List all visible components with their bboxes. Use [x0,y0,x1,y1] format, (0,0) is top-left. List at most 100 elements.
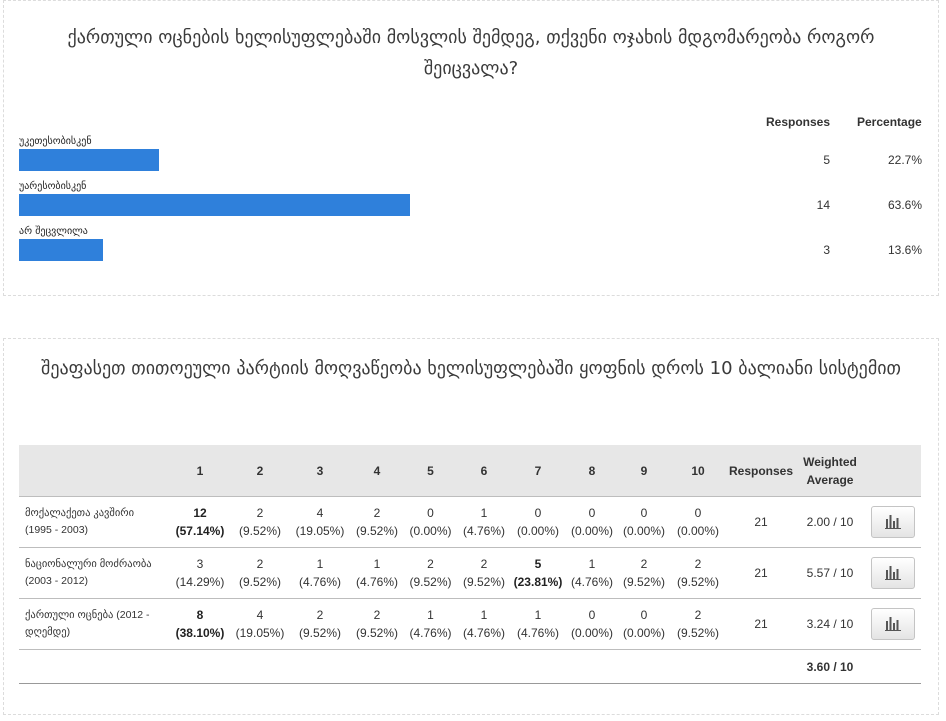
matrix-footer-row: 3.60 / 10 [19,649,921,684]
rating-cell: 0 (0.00%) [566,496,618,548]
rating-count: 2 [480,557,488,571]
rating-percentage: (9.52%) [298,626,342,640]
rating-cell: 0 (0.00%) [618,598,670,650]
bar-chart-icon [884,566,901,580]
rating-count: 1 [480,608,488,622]
rating-percentage: (4.76%) [298,575,342,589]
row-label-header [19,445,169,497]
rating-count: 5 [534,557,542,571]
rating-percentage: (9.52%) [238,575,282,589]
view-chart-button[interactable] [870,506,915,538]
overall-weighted-average: 3.60 / 10 [796,649,864,684]
question-title: ქართული ოცნების ხელისუფლებაში მოსვლის შე… [67,27,875,79]
rating-percentage: (14.29%) [175,575,225,589]
rating-percentage: (9.52%) [409,575,452,589]
party-name: მოქალაქეთა კავშირი [25,507,135,519]
answer-row: უარესობისკენ 14 63.6% [4,181,938,226]
row-responses: 21 [726,547,796,599]
rating-cell: 4 (19.05%) [231,598,289,650]
answer-count: 3 [823,243,830,257]
matrix-row: ნაციონალური მოძრაობა (2003 - 2012) 3 (14.… [19,547,921,599]
party-label: ნაციონალური მოძრაობა (2003 - 2012) [19,547,169,599]
scale-header: 6 [458,445,510,497]
rating-count: 1 [534,608,542,622]
weighted-header-line1: Weighted [803,454,857,469]
rating-percentage: (0.00%) [676,524,720,538]
answer-percentage: 13.6% [887,243,922,257]
rating-cell: 1 (4.76%) [458,496,510,548]
rating-count: 8 [196,608,204,622]
rating-percentage: (9.52%) [676,575,720,589]
row-responses: 21 [726,496,796,548]
rating-cell: 1 (4.76%) [458,598,510,650]
rating-count: 2 [316,608,324,622]
rating-cell: 1 (4.76%) [403,598,458,650]
weighted-average-header: Weighted Average [796,445,864,497]
rating-cell: 8 (38.10%) [169,598,231,650]
party-period: დღემდე) [25,626,71,638]
rating-cell: 2 (9.52%) [403,547,458,599]
rating-count: 1 [373,557,381,571]
rating-cell: 12 (57.14%) [169,496,231,548]
rating-matrix-table: 1 2 3 4 5 6 7 8 9 10 Responses Weighted … [19,445,921,684]
rating-count: 0 [427,506,434,520]
party-period: (2003 - 2012) [25,575,89,587]
scale-header: 9 [618,445,670,497]
rating-count: 4 [256,608,264,622]
rating-percentage: (9.52%) [355,626,399,640]
matrix-header-row: 1 2 3 4 5 6 7 8 9 10 Responses Weighted … [19,445,921,497]
matrix-row: ქართული ოცნება (2012 - დღემდე) 8 (38.10%)… [19,598,921,650]
rating-cell: 0 (0.00%) [618,496,670,548]
rating-percentage: (19.05%) [295,524,345,538]
answer-percentage: 22.7% [887,153,922,167]
matrix-row: მოქალაქეთა კავშირი (1995 - 2003) 12 (57.1… [19,496,921,548]
rating-count: 0 [534,506,542,520]
bar-chart-icon [884,617,901,631]
scale-header: 4 [351,445,403,497]
party-label: ქართული ოცნება (2012 - დღემდე) [19,598,169,650]
rating-percentage: (4.76%) [462,626,506,640]
rating-count: 0 [588,506,596,520]
rating-count: 2 [256,506,264,520]
rating-percentage: (9.52%) [355,524,399,538]
rating-cell: 1 (4.76%) [289,547,351,599]
rating-count: 1 [588,557,596,571]
responses-column-header: Responses [726,445,796,497]
rating-percentage: (57.14%) [175,524,225,538]
rating-count: 2 [427,557,434,571]
view-chart-button[interactable] [870,608,915,640]
rating-cell: 0 (0.00%) [403,496,458,548]
party-period: (1995 - 2003) [25,524,89,536]
rating-percentage: (0.00%) [409,524,452,538]
weighted-header-line2: Average [806,472,854,487]
rating-cell: 2 (9.52%) [458,547,510,599]
scale-header: 10 [670,445,726,497]
rating-cell: 0 (0.00%) [566,598,618,650]
bar-chart-icon [884,515,901,529]
rating-cell: 2 (9.52%) [231,547,289,599]
row-weighted-average: 5.57 / 10 [796,547,864,599]
rating-percentage: (0.00%) [516,524,560,538]
rating-percentage: (9.52%) [676,626,720,640]
rating-percentage: (4.76%) [409,626,452,640]
rating-percentage: (9.52%) [238,524,282,538]
rating-count: 0 [640,608,648,622]
rating-cell: 3 (14.29%) [169,547,231,599]
answer-label: უკეთესობისკენ [19,136,92,147]
rating-cell: 2 (9.52%) [618,547,670,599]
rating-cell: 0 (0.00%) [510,496,566,548]
party-name: ქართული ოცნება (2012 - [25,609,150,621]
view-chart-button[interactable] [870,557,915,589]
rating-percentage: (0.00%) [622,626,666,640]
rating-percentage: (4.76%) [516,626,560,640]
answer-bar [19,239,103,261]
rating-cell: 2 (9.52%) [670,598,726,650]
scale-header: 8 [566,445,618,497]
rating-cell: 2 (9.52%) [351,598,403,650]
rating-percentage: (4.76%) [462,524,506,538]
row-weighted-average: 2.00 / 10 [796,496,864,548]
party-name: ნაციონალური მოძრაობა [25,558,152,570]
party-label: მოქალაქეთა კავშირი (1995 - 2003) [19,496,169,548]
scale-header: 2 [231,445,289,497]
rating-cell: 1 (4.76%) [351,547,403,599]
